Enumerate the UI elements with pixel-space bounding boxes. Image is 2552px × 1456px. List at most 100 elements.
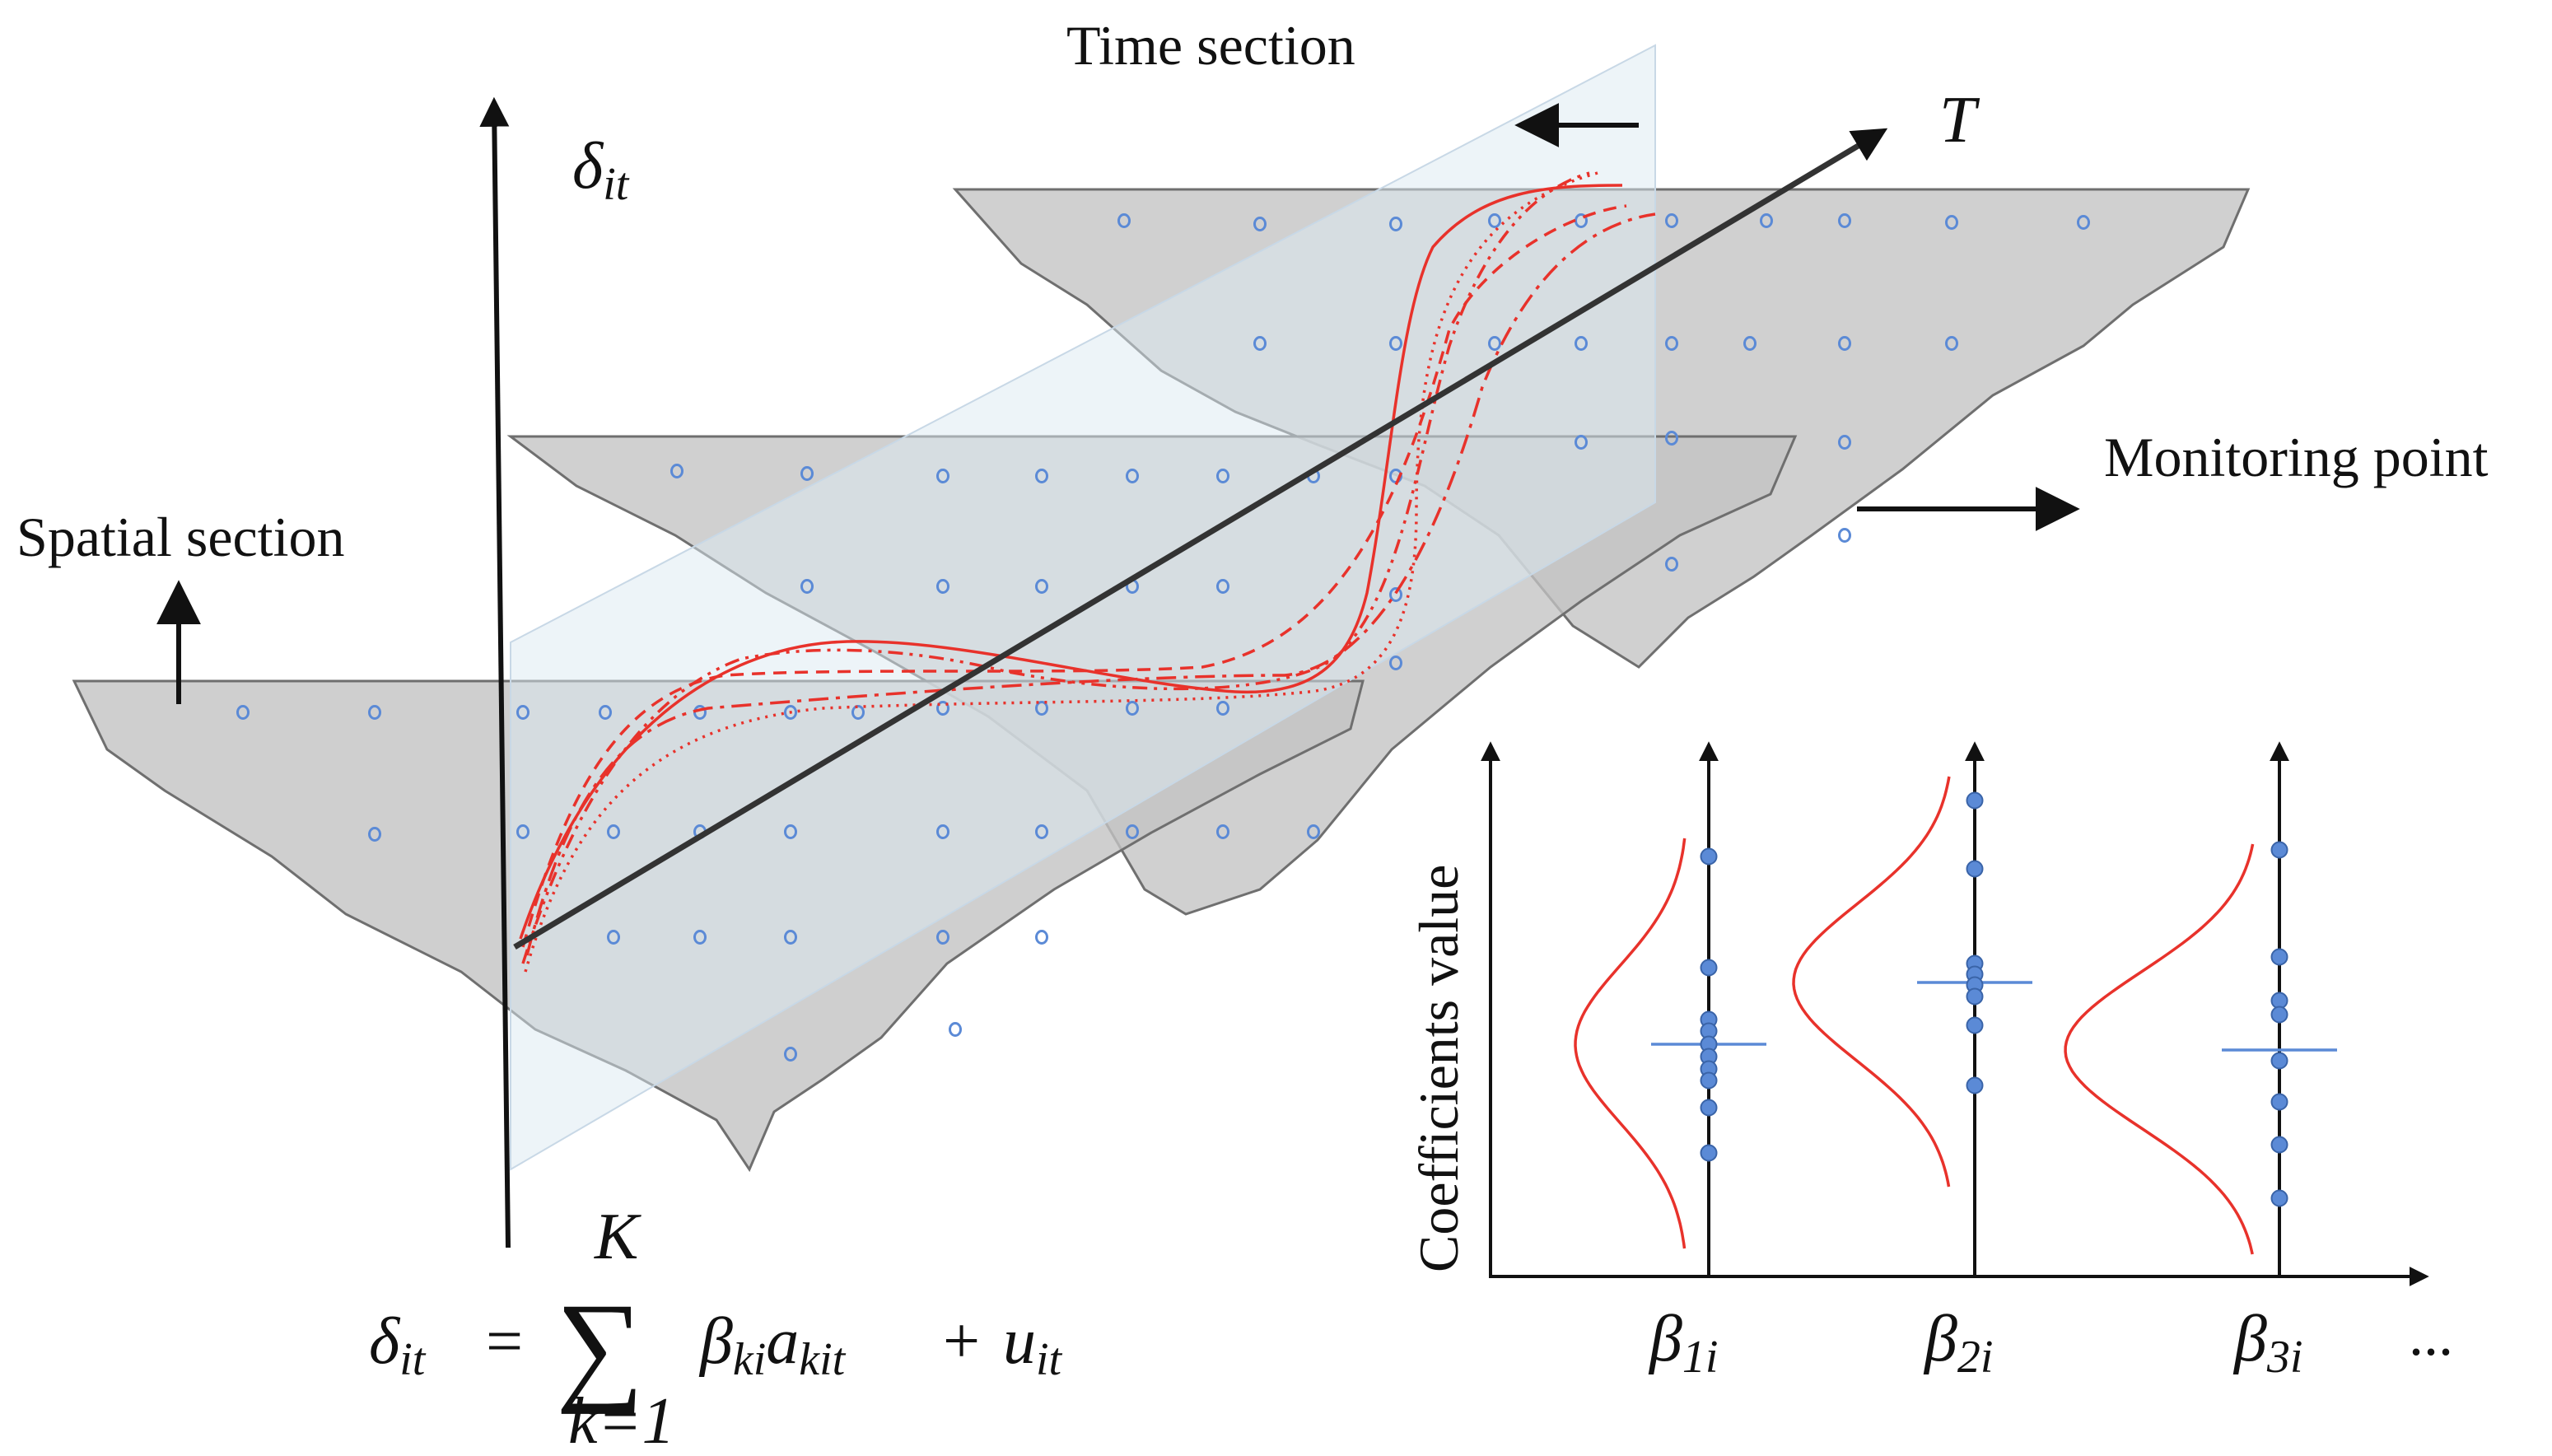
monitoring-point-27 bbox=[800, 466, 814, 481]
coefficient-sample-3-6 bbox=[2270, 1093, 2288, 1111]
coefficient-sample-1-1 bbox=[1700, 847, 1718, 866]
monitoring-point-20 bbox=[1665, 431, 1678, 446]
monitoring-point-48 bbox=[936, 930, 949, 945]
monitoring-point-62 bbox=[784, 705, 797, 720]
coefficient-sample-1-9 bbox=[1700, 1099, 1718, 1117]
monitoring-point-6 bbox=[1665, 213, 1678, 228]
monitoring-point-42 bbox=[1216, 701, 1229, 716]
monitoring-point-8 bbox=[1838, 213, 1851, 228]
svg-text:+: + bbox=[943, 1305, 980, 1378]
monitoring-point-4 bbox=[1488, 213, 1501, 228]
monitoring-point-26 bbox=[670, 464, 683, 478]
monitoring-point-28 bbox=[936, 469, 949, 483]
monitoring-point-29 bbox=[1035, 469, 1048, 483]
monitoring-point-66 bbox=[368, 827, 381, 842]
coefficient-sample-1-2 bbox=[1700, 959, 1718, 977]
monitoring-point-24 bbox=[1389, 587, 1402, 602]
density-curve-3 bbox=[2064, 843, 2255, 1255]
coefficient-sample-3-7 bbox=[2270, 1136, 2288, 1154]
coefficient-sample-3-8 bbox=[2270, 1189, 2288, 1207]
coefficient-sample-2-6 bbox=[1966, 987, 1984, 1006]
coefficient-group-3: β3i bbox=[2064, 741, 2337, 1383]
svg-text:=: = bbox=[486, 1305, 523, 1378]
curve-solid bbox=[519, 184, 1623, 940]
curve-dashdot bbox=[525, 212, 1656, 956]
monitoring-point-21 bbox=[1838, 435, 1851, 450]
monitoring-point-40 bbox=[1035, 701, 1048, 716]
monitoring-point-38 bbox=[1216, 579, 1229, 594]
monitoring-point-58 bbox=[516, 824, 530, 839]
monitoring-point-51 bbox=[784, 1047, 797, 1062]
time-series-curves bbox=[519, 171, 1656, 973]
curve-dashed bbox=[521, 204, 1627, 948]
curve-dashdotdot bbox=[521, 171, 1590, 964]
monitoring-point-9 bbox=[1945, 215, 1958, 230]
monitoring-point-65 bbox=[368, 705, 381, 720]
coefficient-group-2: β2i bbox=[1792, 741, 2032, 1383]
coefficient-label-1: β1i bbox=[1648, 1303, 1718, 1383]
delta-axis bbox=[479, 96, 511, 1248]
coefficient-sample-1-10 bbox=[1700, 1144, 1718, 1162]
spatial-section-label: Spatial section bbox=[16, 506, 344, 568]
monitoring-point-11 bbox=[1253, 336, 1267, 351]
monitoring-point-41 bbox=[1126, 701, 1139, 716]
monitoring-point-45 bbox=[1126, 824, 1139, 839]
monitoring-point-19 bbox=[1575, 435, 1588, 450]
time-axis bbox=[513, 128, 1888, 950]
monitoring-point-31 bbox=[1216, 469, 1229, 483]
coefficient-sample-2-2 bbox=[1966, 860, 1984, 878]
monitoring-point-35 bbox=[936, 579, 949, 594]
monitoring-point-39 bbox=[936, 701, 949, 716]
coefficient-label-3: β3i bbox=[2232, 1303, 2302, 1383]
svg-text:δit: δit bbox=[369, 1305, 427, 1385]
monitoring-point-50 bbox=[949, 1022, 962, 1037]
monitoring-point-44 bbox=[1035, 824, 1048, 839]
monitoring-point-49 bbox=[1035, 930, 1048, 945]
coefficient-group-1: β1i bbox=[1574, 741, 1766, 1383]
coefficient-sample-3-2 bbox=[2270, 948, 2288, 966]
monitoring-point-15 bbox=[1665, 336, 1678, 351]
ellipsis: ... bbox=[2409, 1302, 2453, 1368]
monitoring-point-43 bbox=[936, 824, 949, 839]
monitoring-point-36 bbox=[1035, 579, 1048, 594]
curve-dotted bbox=[524, 171, 1598, 973]
coefficient-sample-2-8 bbox=[1966, 1076, 1984, 1094]
monitoring-point-47 bbox=[1307, 824, 1320, 839]
monitoring-point-57 bbox=[607, 824, 620, 839]
coefficient-label-2: β2i bbox=[1923, 1303, 1993, 1383]
monitoring-point-5 bbox=[1575, 213, 1588, 228]
svg-text:∑: ∑ bbox=[556, 1278, 644, 1415]
monitoring-point-30 bbox=[1126, 469, 1139, 483]
svg-text:uit: uit bbox=[1003, 1305, 1063, 1385]
monitoring-point-10 bbox=[2077, 215, 2090, 230]
model-formula: δit = ∑ K k=1 βkiakit + uit bbox=[369, 1201, 1063, 1456]
coefficient-sample-3-4 bbox=[2270, 1006, 2288, 1024]
monitoring-point-3 bbox=[1389, 217, 1402, 231]
monitoring-point-22 bbox=[1838, 528, 1851, 543]
delta-axis-label: δit bbox=[572, 130, 630, 210]
monitoring-point-52 bbox=[784, 930, 797, 945]
monitoring-point-60 bbox=[516, 705, 530, 720]
svg-text:k=1: k=1 bbox=[568, 1385, 675, 1456]
monitoring-point-13 bbox=[1488, 336, 1501, 351]
monitoring-point-64 bbox=[236, 705, 250, 720]
coefficient-sample-1-8 bbox=[1700, 1071, 1718, 1090]
coefficient-panel: Coefficients value β1i β2i β3i ... bbox=[1407, 741, 2453, 1383]
coefficients-value-label: Coefficients value bbox=[1407, 865, 1470, 1272]
coefficient-sample-3-1 bbox=[2270, 841, 2288, 859]
monitoring-point-55 bbox=[784, 824, 797, 839]
monitoring-point-59 bbox=[599, 705, 612, 720]
monitoring-point-label: Monitoring point bbox=[2104, 426, 2489, 488]
svg-text:K: K bbox=[594, 1201, 641, 1273]
coefficient-sample-2-1 bbox=[1966, 791, 1984, 810]
monitoring-point-63 bbox=[851, 705, 865, 720]
monitoring-point-14 bbox=[1575, 336, 1588, 351]
coefficient-sample-3-5 bbox=[2270, 1052, 2288, 1070]
monitoring-point-23 bbox=[1665, 557, 1678, 572]
monitoring-point-53 bbox=[693, 930, 707, 945]
monitoring-point-16 bbox=[1743, 336, 1757, 351]
monitoring-point-25 bbox=[1389, 656, 1402, 670]
monitoring-point-34 bbox=[800, 579, 814, 594]
monitoring-point-2 bbox=[1253, 217, 1267, 231]
